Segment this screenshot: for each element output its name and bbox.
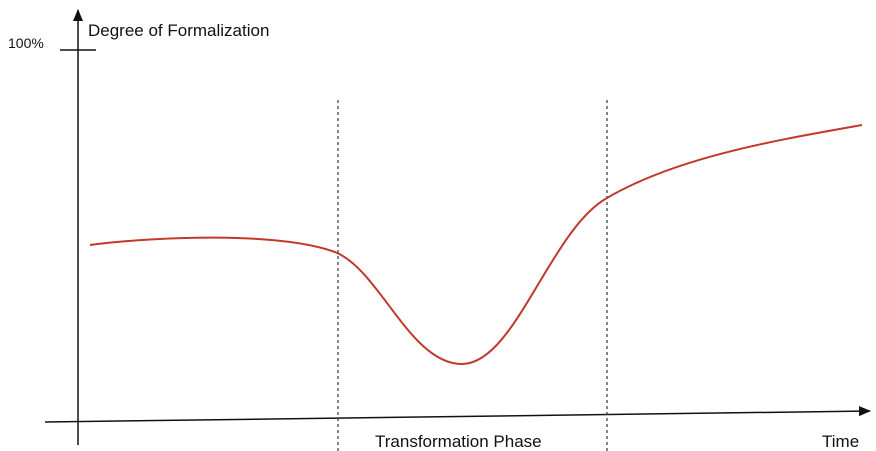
- x-axis-label: Time: [822, 432, 859, 451]
- phase-label: Transformation Phase: [375, 432, 542, 451]
- x-axis: [44, 406, 871, 423]
- y-axis-label: Degree of Formalization: [88, 21, 269, 40]
- formalization-curve: [89, 124, 863, 366]
- max-label: 100%: [8, 35, 44, 51]
